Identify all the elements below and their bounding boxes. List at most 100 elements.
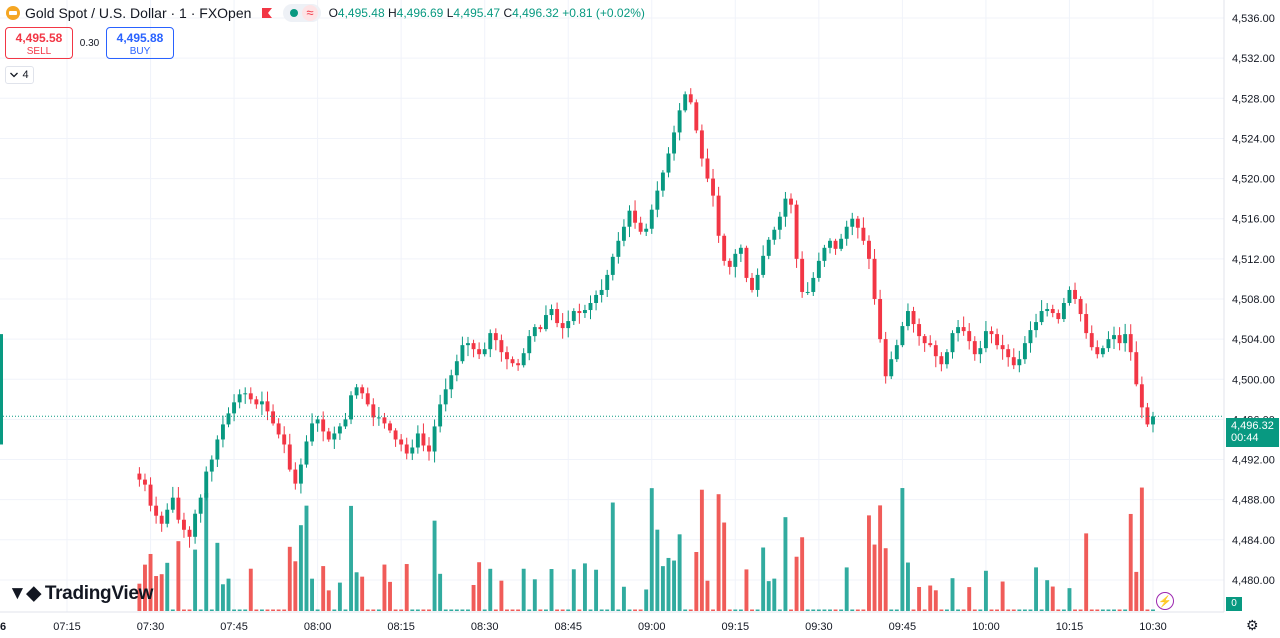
volume-bar	[521, 568, 526, 611]
candle-body	[404, 444, 409, 454]
symbol-title[interactable]: Gold Spot / U.S. Dollar · 1 · FXOpen	[25, 5, 252, 21]
ohlc-values: O4,495.48 H4,496.69 L4,495.47 C4,496.32 …	[328, 6, 645, 20]
settings-gear-icon[interactable]: ⚙	[1246, 617, 1259, 633]
candle-body	[1106, 339, 1111, 349]
time-tick-label: 09:30	[805, 621, 833, 633]
candle-body	[326, 431, 331, 440]
volume-bar	[961, 609, 966, 611]
candle	[683, 91, 688, 113]
edge-candle-body	[0, 334, 3, 445]
volume-bar	[332, 609, 337, 611]
candle	[1056, 309, 1061, 324]
candle	[1134, 341, 1139, 387]
price-axis[interactable]: 4,536.00 4,532.00 4,528.00 4,524.00 4,520.00…	[1223, 0, 1275, 612]
candle-body	[527, 336, 532, 354]
candle	[538, 324, 543, 333]
candle	[989, 326, 994, 344]
volume-bar	[577, 609, 582, 611]
volume-bar	[365, 609, 370, 611]
candle	[777, 211, 782, 240]
candle-body	[972, 341, 977, 355]
volume-bar	[894, 609, 899, 611]
tradingview-logo[interactable]: ▼◆ TradingView	[8, 582, 153, 605]
candle-body	[1123, 334, 1128, 344]
volume-bar	[209, 609, 214, 611]
volume-bar	[148, 553, 153, 611]
lightning-icon[interactable]: ⚡	[1156, 592, 1174, 610]
volume-bar	[683, 609, 688, 611]
volume-bar	[410, 609, 415, 611]
candle-body	[449, 375, 454, 390]
candle-body	[382, 417, 387, 424]
candle-body	[505, 352, 509, 360]
time-axis[interactable]: 6 07:15 07:30 07:45 08:00 08:15 08:30 08:45 09:0…	[0, 611, 1224, 633]
volume-bar	[1095, 609, 1100, 611]
chart-legend: Gold Spot / U.S. Dollar · 1 · FXOpen ≈ O…	[6, 4, 645, 22]
sell-button[interactable]: 4,495.58 SELL	[5, 27, 73, 59]
candle-body	[917, 324, 922, 337]
spread-value: 0.30	[79, 38, 100, 49]
candle-body	[816, 260, 821, 278]
volume-bar	[1017, 609, 1022, 611]
candle-body	[143, 479, 147, 485]
candle	[828, 238, 832, 254]
volume-bar	[137, 583, 142, 611]
volume-bar	[237, 609, 242, 611]
volume-bar	[594, 569, 599, 611]
market-status-toggle[interactable]: ≈	[283, 4, 321, 22]
candle	[271, 404, 276, 426]
volume-bar	[165, 562, 170, 611]
candle	[382, 412, 387, 429]
candle-body	[660, 172, 665, 191]
candle	[772, 226, 777, 245]
volume-bar	[382, 564, 387, 611]
candle	[666, 147, 671, 178]
candle-body	[1022, 343, 1027, 360]
volume-bar	[454, 609, 459, 611]
candle	[939, 352, 944, 372]
candle-body	[789, 198, 793, 205]
candle	[343, 412, 348, 430]
candle-body	[1050, 309, 1055, 314]
volume-bar	[360, 576, 365, 611]
volume-bar	[995, 609, 1000, 611]
volume-bar	[727, 609, 732, 611]
volume-bar	[872, 544, 877, 611]
candle	[599, 279, 604, 303]
buy-button[interactable]: 4,495.88 BUY	[106, 27, 174, 59]
candle	[248, 387, 253, 404]
candle	[399, 434, 404, 452]
close-value: 4,496.32	[512, 6, 559, 20]
candle	[688, 88, 693, 105]
volume-bar	[505, 609, 509, 611]
candle-body	[627, 210, 632, 227]
candle	[421, 423, 426, 452]
time-tick-label: 08:45	[554, 621, 582, 633]
volume-bar	[1028, 609, 1033, 611]
volume-bar	[599, 609, 604, 611]
candle-body	[577, 311, 582, 314]
candle	[404, 437, 409, 460]
candle-body	[939, 356, 944, 365]
candle	[894, 339, 899, 363]
volume-bar	[321, 566, 326, 611]
price-tick-label: 4,536.00	[1232, 13, 1275, 25]
flag-icon[interactable]	[261, 7, 273, 19]
candle-body	[1134, 352, 1139, 385]
candle-body	[315, 419, 320, 424]
indicators-toggle-button[interactable]: 4	[5, 66, 34, 84]
volume-bar	[850, 609, 855, 611]
candle	[276, 418, 281, 439]
candle	[638, 216, 643, 235]
candle	[321, 411, 326, 442]
candle-body	[493, 333, 498, 341]
candle-body	[1034, 322, 1038, 331]
time-tick-label: 07:30	[137, 621, 165, 633]
candle-body	[1056, 313, 1061, 320]
volume-bar	[956, 609, 961, 611]
candle-body	[232, 402, 237, 414]
volume-bar	[343, 609, 348, 611]
volume-bar	[1011, 609, 1016, 611]
volume-bar	[415, 609, 420, 611]
